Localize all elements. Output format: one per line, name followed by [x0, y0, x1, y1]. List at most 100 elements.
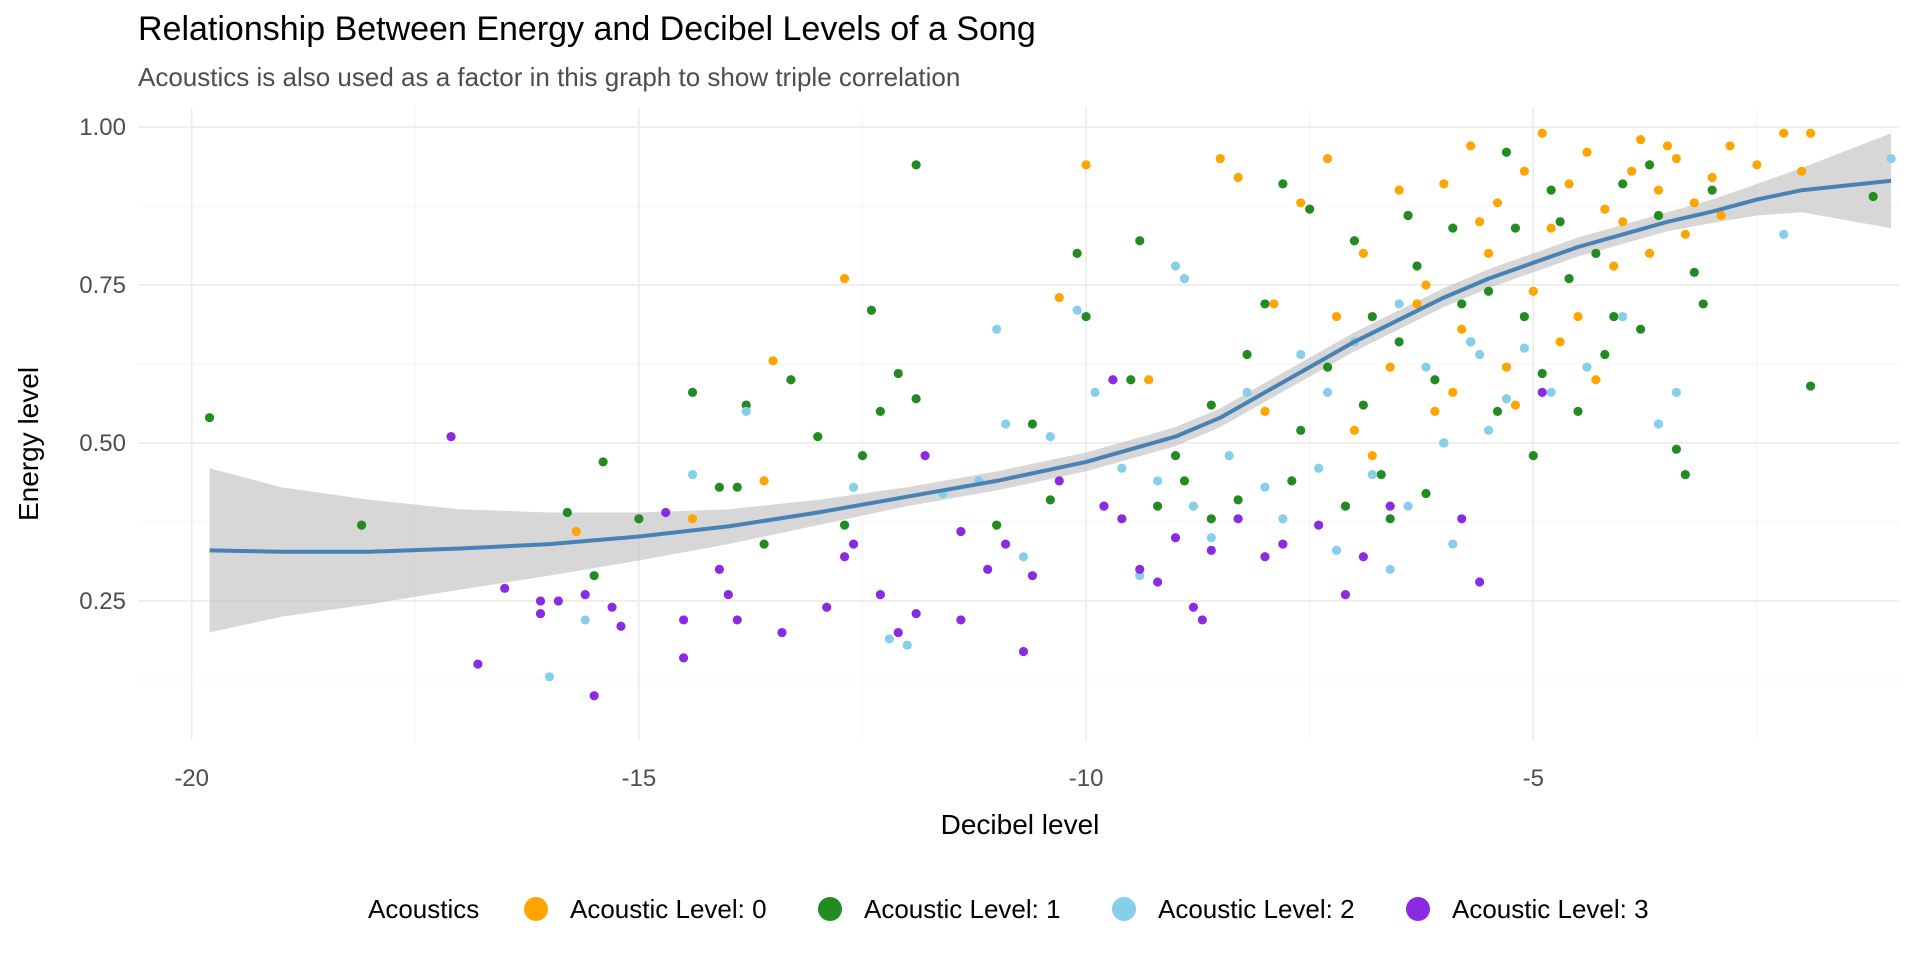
data-point — [1340, 501, 1351, 511]
data-point — [1537, 128, 1547, 138]
data-point — [1153, 476, 1163, 486]
data-point — [1439, 438, 1449, 448]
legend-entry-label: Acoustic Level: 1 — [864, 894, 1061, 924]
data-point — [1457, 514, 1467, 524]
data-point — [1233, 495, 1243, 505]
data-point — [866, 305, 877, 315]
data-point — [1260, 552, 1270, 562]
data-point — [1296, 198, 1306, 208]
data-point — [1135, 571, 1145, 581]
data-point — [1126, 375, 1136, 385]
data-point — [1618, 179, 1628, 189]
data-point — [544, 672, 555, 682]
data-point — [562, 507, 572, 518]
data-point — [1457, 299, 1467, 309]
data-point — [1689, 267, 1699, 277]
data-point — [1430, 375, 1440, 385]
data-point — [1260, 482, 1270, 492]
data-point — [956, 526, 966, 537]
data-point — [893, 368, 903, 379]
data-point — [589, 571, 599, 581]
data-point — [1627, 166, 1637, 176]
data-point — [1680, 469, 1690, 480]
y-axis-ticks: 0.25 0.50 0.75 1.00 — [79, 114, 126, 615]
data-point — [1636, 135, 1646, 145]
data-point — [911, 394, 921, 404]
data-point — [1671, 387, 1681, 397]
x-axis-ticks: -20 -15 -10 -5 — [174, 765, 1544, 792]
data-point — [1653, 210, 1664, 221]
data-point — [1636, 324, 1646, 334]
data-point — [1805, 128, 1816, 138]
data-point — [911, 160, 921, 170]
data-point — [1197, 615, 1207, 625]
data-point — [1573, 311, 1583, 322]
data-point — [1206, 400, 1216, 410]
data-point — [1153, 577, 1163, 587]
data-point — [1886, 153, 1896, 164]
data-point — [1385, 501, 1395, 511]
legend-swatch — [1406, 897, 1430, 921]
data-point — [768, 356, 778, 366]
data-point — [1528, 451, 1538, 461]
data-point — [786, 375, 796, 385]
data-point — [634, 514, 644, 524]
data-point — [1519, 343, 1529, 353]
data-point — [1662, 141, 1673, 151]
data-point — [983, 564, 993, 574]
data-point — [1090, 387, 1100, 397]
data-point — [1331, 545, 1342, 556]
data-point — [1618, 311, 1628, 322]
data-point — [1421, 280, 1431, 290]
data-point — [902, 640, 912, 650]
data-point — [1403, 210, 1413, 221]
data-point — [1421, 488, 1431, 499]
data-point — [1233, 514, 1243, 524]
data-point — [1483, 425, 1494, 435]
data-point — [813, 432, 823, 442]
chart-subtitle: Acoustics is also used as a factor in th… — [138, 62, 960, 92]
data-point — [1448, 539, 1458, 549]
data-point — [1278, 514, 1288, 524]
x-tick-label: -15 — [622, 765, 657, 792]
data-point — [1591, 375, 1601, 385]
data-point — [1188, 602, 1199, 612]
data-point — [992, 520, 1002, 530]
data-point — [357, 520, 367, 530]
data-point — [1466, 141, 1476, 151]
data-point — [1206, 533, 1216, 543]
data-point — [607, 602, 617, 612]
data-point — [1045, 495, 1055, 505]
data-point — [1671, 444, 1681, 454]
data-point — [1618, 217, 1628, 227]
confidence-band-layer — [209, 133, 1892, 633]
data-point — [1492, 198, 1503, 208]
data-point — [1242, 387, 1252, 397]
data-point — [1358, 400, 1368, 410]
data-point — [1430, 406, 1440, 416]
data-point — [1412, 299, 1422, 309]
data-point — [822, 602, 832, 612]
data-point — [1439, 179, 1449, 189]
x-tick-label: -10 — [1069, 765, 1104, 792]
legend-title: Acoustics — [368, 894, 479, 924]
data-point — [1555, 217, 1565, 227]
data-point — [1779, 128, 1789, 138]
data-point — [678, 653, 689, 663]
data-point — [1582, 362, 1592, 372]
data-point — [661, 507, 671, 518]
y-tick-label: 0.25 — [79, 588, 126, 615]
data-point — [848, 482, 859, 492]
data-point — [1296, 349, 1306, 360]
data-point — [1546, 223, 1556, 233]
data-point — [1322, 362, 1333, 372]
data-point — [1081, 160, 1091, 170]
data-point — [1805, 381, 1816, 391]
data-point — [598, 457, 608, 467]
data-point — [1179, 476, 1190, 486]
data-point — [732, 615, 742, 625]
data-point — [1206, 545, 1216, 556]
data-point — [1099, 501, 1109, 511]
data-point — [1170, 451, 1181, 461]
legend-entry-label: Acoustic Level: 3 — [1452, 894, 1649, 924]
